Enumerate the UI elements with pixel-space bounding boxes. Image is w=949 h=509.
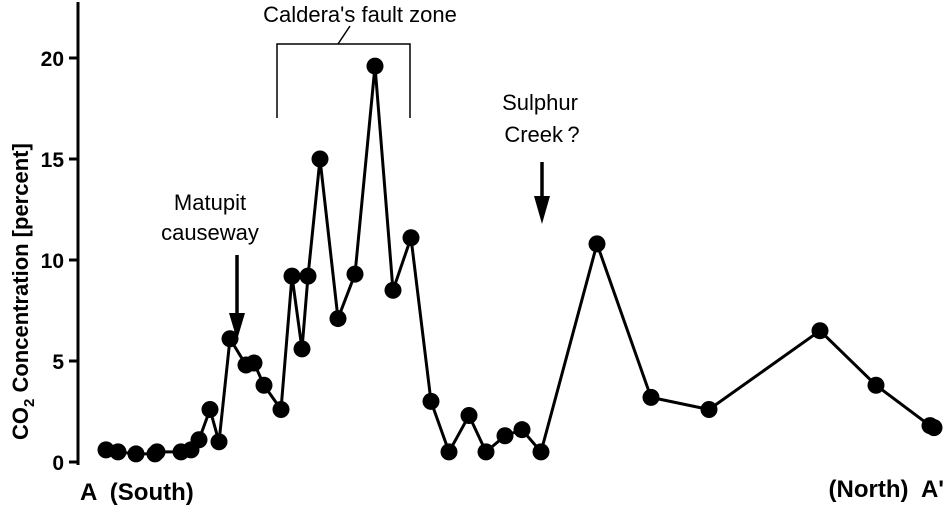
data-point [366,57,384,75]
data-point [496,427,514,445]
matupit-label-line1: Matupit [174,190,246,215]
data-point [384,281,402,299]
data-point [513,421,531,439]
data-point [588,235,606,253]
sulphur-label-line1: Sulphur [502,90,578,115]
data-point [299,267,317,285]
data-point [190,431,208,449]
fault-zone-bracket [276,43,411,118]
data-point [109,443,127,461]
data-point [460,407,478,425]
data-point [422,392,440,410]
sulphur-arrow-head [534,196,550,224]
data-point [440,443,458,461]
data-point [329,310,347,328]
y-axis-label-rest: Concentration [percent] [8,143,33,398]
data-point [346,265,364,283]
data-point [283,267,301,285]
data-point [477,443,495,461]
data-point [867,376,885,394]
fault-zone-leader [337,25,351,45]
y-axis-ticks: 0 5 10 15 20 [41,48,78,475]
y-tick-label: 20 [41,48,64,71]
y-tick-label: 15 [41,149,65,172]
data-point [293,340,311,358]
data-point [642,388,660,406]
data-point [272,400,290,418]
matupit-label-line2: causeway [161,220,259,245]
data-point [532,443,550,461]
data-point [700,400,718,418]
x-axis-end-label: (North) A' [829,476,944,503]
data-point [311,150,329,168]
data-point [811,322,829,340]
y-axis-label-subscript: 2 [21,399,38,407]
matupit-arrow-head [229,313,245,340]
data-points [97,57,943,463]
data-point [402,229,420,247]
y-axis-label-main: CO [8,407,33,440]
data-point [255,376,273,394]
y-tick-label: 5 [52,351,64,374]
y-tick-label: 0 [52,452,64,475]
x-axis-start-label: A (South) [80,479,194,506]
data-point [210,433,228,451]
data-point [127,445,145,463]
data-point [148,443,166,461]
data-point [201,400,219,418]
annotations: Matupit causeway Sulphur Creek ? Caldera's f… [161,2,580,340]
data-point [221,330,239,348]
sulphur-label-line2: Creek ? [504,122,579,147]
y-axis-label: CO2 Concentration [percent] [8,143,38,440]
data-point [925,419,943,437]
fault-zone-label: Caldera's fault zone [263,2,457,27]
y-tick-label: 10 [41,250,64,273]
data-point [245,354,263,372]
